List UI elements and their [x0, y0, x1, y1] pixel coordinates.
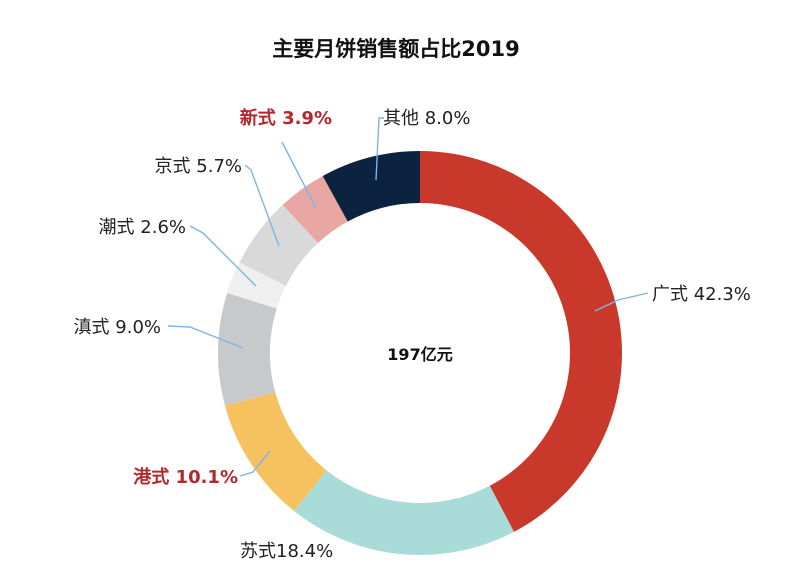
leader-line-其他 — [375, 117, 384, 181]
slice-苏式 — [294, 470, 514, 555]
slice-label-新式: 新式 3.9% — [240, 107, 332, 129]
slice-label-京式: 京式 5.7% — [155, 156, 242, 177]
center-label: 197亿元 — [387, 345, 452, 364]
slice-label-苏式: 苏式18.4% — [240, 541, 333, 562]
leader-line-新式 — [281, 141, 317, 209]
slice-labels: 广式 42.3% 苏式18.4% 港式 10.1% 滇式 9.0% 潮式 2.6% 京式 … — [74, 107, 751, 562]
slice-其他 — [322, 151, 420, 222]
leader-lines — [167, 117, 649, 477]
slice-label-港式: 港式 10.1% — [133, 466, 238, 488]
slice-滇式 — [218, 292, 277, 406]
slice-广式 — [420, 151, 622, 532]
slice-label-滇式: 滇式 9.0% — [74, 317, 161, 338]
slice-新式 — [282, 175, 348, 244]
slice-潮式 — [227, 262, 286, 309]
donut-slices — [218, 151, 622, 555]
leader-line-港式 — [239, 450, 271, 477]
slice-label-其他: 其他 8.0% — [383, 108, 470, 129]
leader-line-京式 — [244, 164, 280, 247]
slice-label-潮式: 潮式 2.6% — [99, 217, 186, 238]
slice-港式 — [224, 392, 327, 512]
leader-line-广式 — [594, 292, 649, 312]
leader-line-潮式 — [189, 225, 257, 287]
chart-title: 主要月饼销售额占比2019 — [272, 37, 519, 61]
leader-line-滇式 — [167, 325, 244, 349]
slice-label-广式: 广式 42.3% — [652, 284, 751, 305]
